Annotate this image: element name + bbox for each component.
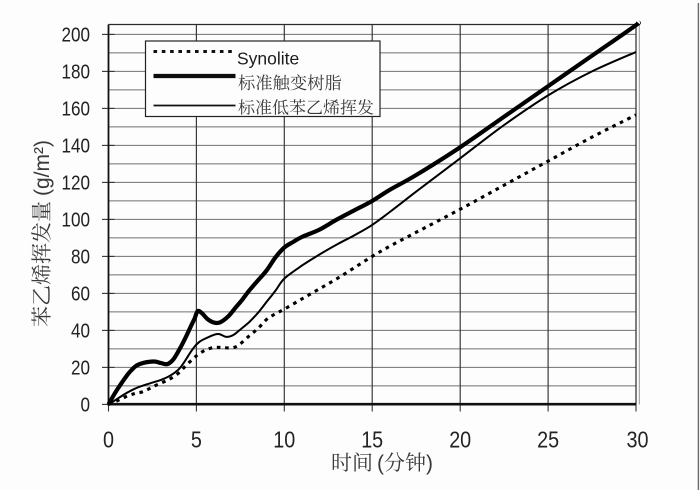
svg-text:Synolite: Synolite xyxy=(237,49,299,69)
svg-text:0: 0 xyxy=(81,395,91,417)
svg-text:): ) xyxy=(426,452,433,475)
svg-text:140: 140 xyxy=(62,136,91,158)
svg-text:15: 15 xyxy=(361,427,383,453)
svg-text:160: 160 xyxy=(62,99,91,121)
svg-text:0: 0 xyxy=(103,427,114,453)
svg-text:60: 60 xyxy=(71,284,90,306)
svg-text:5: 5 xyxy=(191,427,202,453)
svg-text:120: 120 xyxy=(62,173,91,195)
svg-text:200: 200 xyxy=(62,25,91,47)
svg-text:180: 180 xyxy=(62,62,91,84)
svg-text:(g/m²): (g/m²) xyxy=(31,140,54,196)
svg-text:10: 10 xyxy=(273,427,295,453)
svg-text:20: 20 xyxy=(71,358,90,380)
svg-text:20: 20 xyxy=(449,427,471,453)
svg-text:30: 30 xyxy=(627,427,649,453)
svg-text:40: 40 xyxy=(71,321,90,343)
svg-text:25: 25 xyxy=(537,427,559,453)
svg-text:80: 80 xyxy=(71,247,90,269)
svg-text:100: 100 xyxy=(62,210,91,232)
svg-text:(: ( xyxy=(377,452,384,475)
